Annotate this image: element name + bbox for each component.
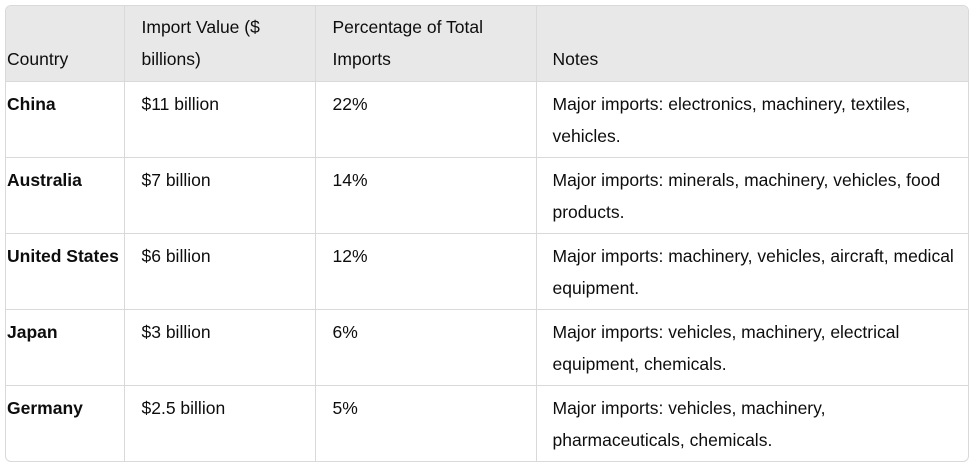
- cell-notes: Major imports: vehicles, machinery, elec…: [536, 309, 968, 386]
- cell-notes: Major imports: minerals, machinery, vehi…: [536, 157, 968, 234]
- cell-import-value: $6 billion: [124, 233, 316, 310]
- imports-table-container: Country Import Value ($ billions) Percen…: [5, 5, 969, 462]
- cell-country: China: [6, 81, 125, 158]
- table-row: Australia $7 billion 14% Major imports: …: [6, 157, 968, 234]
- table-row: Germany $2.5 billion 5% Major imports: v…: [6, 385, 968, 461]
- cell-notes: Major imports: machinery, vehicles, airc…: [536, 233, 968, 310]
- table-row: United States $6 billion 12% Major impor…: [6, 233, 968, 310]
- cell-country: Germany: [6, 385, 125, 461]
- header-notes: Notes: [536, 6, 968, 82]
- cell-percentage: 6%: [315, 309, 537, 386]
- header-country: Country: [6, 6, 125, 82]
- header-percentage: Percentage of Total Imports: [315, 6, 537, 82]
- header-row: Country Import Value ($ billions) Percen…: [6, 6, 968, 82]
- cell-import-value: $11 billion: [124, 81, 316, 158]
- table-row: China $11 billion 22% Major imports: ele…: [6, 81, 968, 158]
- cell-import-value: $3 billion: [124, 309, 316, 386]
- cell-notes: Major imports: vehicles, machinery, phar…: [552, 397, 826, 451]
- cell-percentage: 5%: [315, 385, 537, 461]
- cell-percentage: 22%: [315, 81, 537, 158]
- table-row: Japan $3 billion 6% Major imports: vehic…: [6, 309, 968, 386]
- imports-table: Country Import Value ($ billions) Percen…: [6, 6, 968, 461]
- table-header: Country Import Value ($ billions) Percen…: [6, 6, 968, 82]
- table-body: China $11 billion 22% Major imports: ele…: [6, 81, 968, 461]
- cell-country: Japan: [6, 309, 125, 386]
- cell-import-value: $7 billion: [124, 157, 316, 234]
- cell-percentage: 12%: [315, 233, 537, 310]
- cell-notes: Major imports: electronics, machinery, t…: [536, 81, 968, 158]
- header-import-value: Import Value ($ billions): [124, 6, 316, 82]
- cell-percentage: 14%: [315, 157, 537, 234]
- cell-country: United States: [6, 233, 125, 310]
- cell-import-value: $2.5 billion: [124, 385, 316, 461]
- cell-country: Australia: [6, 157, 125, 234]
